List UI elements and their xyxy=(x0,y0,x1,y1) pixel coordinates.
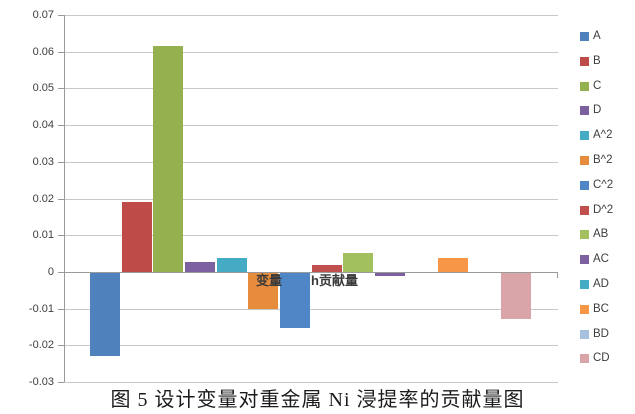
y-tick-label: 0.03 xyxy=(32,156,54,168)
legend-swatch-icon xyxy=(580,206,589,215)
y-axis-tick xyxy=(58,345,64,346)
x-axis-end-tick xyxy=(557,272,558,278)
y-axis-line xyxy=(64,15,65,382)
y-tick-label: 0.04 xyxy=(32,119,54,131)
legend-label: D xyxy=(593,104,602,116)
legend-label: AC xyxy=(593,253,609,265)
y-axis-tick xyxy=(58,199,64,200)
y-gridline xyxy=(64,88,558,89)
legend-item-AC: AC xyxy=(580,253,609,265)
bar-C^2 xyxy=(280,273,310,328)
y-gridline xyxy=(64,199,558,200)
y-axis-tick xyxy=(58,309,64,310)
legend-swatch-icon xyxy=(580,280,589,289)
y-gridline xyxy=(64,15,558,16)
legend-swatch-icon xyxy=(580,181,589,190)
legend-swatch-icon xyxy=(580,131,589,140)
legend-item-B: B xyxy=(580,55,601,67)
legend-label: A^2 xyxy=(593,129,613,141)
legend-swatch-icon xyxy=(580,230,589,239)
legend-item-AB: AB xyxy=(580,228,609,240)
legend-swatch-icon xyxy=(580,156,589,165)
legend-item-D: D xyxy=(580,104,602,116)
legend-item-AD: AD xyxy=(580,278,609,290)
bar-CD xyxy=(501,273,531,319)
legend-item-A: A xyxy=(580,30,601,42)
bar-A^2 xyxy=(217,258,247,272)
legend-label: C xyxy=(593,80,602,92)
y-tick-label: -0.01 xyxy=(28,303,54,315)
bar-B^2 xyxy=(248,273,278,309)
legend-item-C^2: C^2 xyxy=(580,179,614,191)
y-tick-label: -0.03 xyxy=(28,376,54,388)
y-axis-tick xyxy=(58,52,64,53)
legend-swatch-icon xyxy=(580,57,589,66)
y-gridline xyxy=(64,345,558,346)
y-tick-label: 0.02 xyxy=(32,193,54,205)
legend-swatch-icon xyxy=(580,354,589,363)
bar-AB xyxy=(343,253,373,272)
y-axis-tick xyxy=(58,382,64,383)
legend-item-C: C xyxy=(580,80,602,92)
bar-D xyxy=(185,262,215,272)
bar-A xyxy=(90,273,120,356)
y-gridline xyxy=(64,382,558,383)
y-gridline xyxy=(64,162,558,163)
legend-item-CD: CD xyxy=(580,352,610,364)
bar-C xyxy=(153,46,183,272)
legend-label: BC xyxy=(593,303,609,315)
legend-swatch-icon xyxy=(580,330,589,339)
overlay-text-left: 变量 xyxy=(256,273,283,288)
legend-item-BC: BC xyxy=(580,303,609,315)
legend-label: A xyxy=(593,30,601,42)
y-axis-tick xyxy=(58,125,64,126)
legend-label: AD xyxy=(593,278,609,290)
legend-label: D^2 xyxy=(593,204,614,216)
legend-item-D^2: D^2 xyxy=(580,204,614,216)
bar-BC xyxy=(438,258,468,272)
y-gridline xyxy=(64,125,558,126)
y-gridline xyxy=(64,309,558,310)
y-tick-label: -0.02 xyxy=(28,339,54,351)
legend-label: CD xyxy=(593,352,610,364)
y-tick-label: 0 xyxy=(47,266,54,278)
legend-label: B xyxy=(593,55,601,67)
legend-label: B^2 xyxy=(593,154,613,166)
bar-AC xyxy=(375,273,405,276)
legend-swatch-icon xyxy=(580,82,589,91)
legend-item-BD: BD xyxy=(580,328,609,340)
figure-caption: 图 5 设计变量对重金属 Ni 浸提率的贡献量图 xyxy=(110,389,525,411)
overlay-text-right: h贡献量 xyxy=(311,273,358,288)
legend-label: AB xyxy=(593,228,609,240)
y-axis-tick xyxy=(58,235,64,236)
bar-D^2 xyxy=(312,265,342,272)
y-tick-label: 0.01 xyxy=(32,229,54,241)
y-axis-tick xyxy=(58,88,64,89)
legend-swatch-icon xyxy=(580,32,589,41)
y-axis-tick xyxy=(58,162,64,163)
y-axis-tick xyxy=(58,272,64,273)
legend-label: BD xyxy=(593,328,609,340)
legend-swatch-icon xyxy=(580,305,589,314)
y-tick-label: 0.05 xyxy=(32,82,54,94)
legend-item-B^2: B^2 xyxy=(580,154,613,166)
bar-B xyxy=(122,202,152,272)
zero-axis-gridline xyxy=(64,272,558,273)
y-axis-tick xyxy=(58,15,64,16)
y-gridline xyxy=(64,235,558,236)
y-tick-label: 0.06 xyxy=(32,46,54,58)
legend-item-A^2: A^2 xyxy=(580,129,613,141)
y-gridline xyxy=(64,52,558,53)
y-tick-label: 0.07 xyxy=(32,9,54,21)
legend-label: C^2 xyxy=(593,179,614,191)
legend-swatch-icon xyxy=(580,255,589,264)
legend-swatch-icon xyxy=(580,106,589,115)
